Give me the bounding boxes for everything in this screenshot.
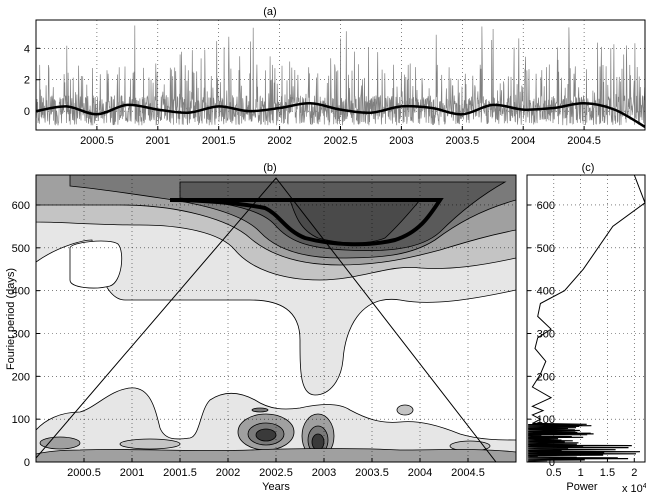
panel-a-x-tick-label: 2003.5: [445, 135, 479, 147]
panel-b-x-tick-label: 2000.5: [67, 467, 101, 479]
panel-b-wavelet-spectrum: (b): [5, 162, 517, 493]
panel-a-x-tick-label: 2001.5: [202, 135, 236, 147]
panel-a-x-ticks: 2000.5 2001 2001.5 2002 2002.5 2003 2003.5 2004…: [80, 126, 601, 147]
panel-a-x-tick-label: 2002: [267, 135, 291, 147]
panel-a-x-tick-label: 2004.5: [567, 135, 601, 147]
panel-c-high-frequency-spikes: [528, 422, 641, 462]
panel-c-y-tick-label: 500: [537, 243, 555, 255]
panel-c-x-axis-label: Power: [566, 481, 598, 493]
panel-a-timeseries: (a) 2000.5 2001 2001.5 2002 2002.5 2003 2003.5…: [24, 6, 646, 147]
panel-c-x-multiplier: x 104: [622, 483, 646, 494]
panel-c-y-tick-label: 400: [537, 286, 555, 298]
panel-b-y-tick-label: 100: [12, 414, 30, 426]
panel-b-x-ticks: 2000.5 2001 2001.5 2002 2002.5 2003 2003.5 2004…: [67, 458, 485, 479]
panel-c-y-ticks: 0 100 200 300 400 500 600: [527, 200, 555, 469]
panel-a-y-tick-label: 2: [24, 75, 30, 87]
panel-a-raw-series: [35, 25, 646, 126]
panel-b-title: (b): [263, 162, 276, 174]
panel-a-y-tick-label: 4: [24, 43, 30, 55]
panel-b-x-tick-label: 2003: [312, 467, 336, 479]
panel-a-x-tick-label: 2000.5: [80, 135, 114, 147]
panel-c-y-tick-label: 200: [537, 371, 555, 383]
panel-b-y-tick-label: 600: [12, 200, 30, 212]
panel-c-y-tick-label: 100: [537, 414, 555, 426]
panel-a-x-tick-label: 2003: [389, 135, 413, 147]
panel-b-x-tick-label: 2002: [216, 467, 240, 479]
cone-of-influence: [36, 177, 497, 462]
panel-a-x-tick-label: 2002.5: [324, 135, 358, 147]
panel-b-grid: [36, 175, 516, 463]
panel-c-x-tick-label: 0.5: [546, 467, 561, 479]
panel-b-x-tick-label: 2004.5: [451, 467, 485, 479]
panel-a-x-tick-label: 2004: [511, 135, 535, 147]
panel-b-y-ticks: 0 100 200 300 400 500 600: [12, 200, 40, 469]
contour-level-1-hole: [69, 240, 123, 289]
panel-a-y-tick-label: 0: [24, 106, 30, 118]
panel-c-y-tick-label: 600: [537, 200, 555, 212]
panel-b-y-tick-label: 400: [12, 286, 30, 298]
panel-b-x-tick-label: 2001.5: [163, 467, 197, 479]
panel-b-y-tick-label: 200: [12, 371, 30, 383]
panel-b-y-tick-label: 0: [24, 457, 30, 469]
panel-c-frame: [526, 174, 646, 463]
panel-c-background: [527, 175, 645, 462]
panel-c-power-line: [531, 174, 646, 424]
panel-c-spikes: [528, 422, 641, 462]
panel-c-x-tick-label: 2: [631, 467, 637, 479]
panel-b-y-tick-label: 300: [12, 328, 30, 340]
panel-c-x-tick-label: 1.5: [600, 467, 615, 479]
panel-b-x-tick-label: 2003.5: [355, 467, 389, 479]
panel-c-x-tick-label: 1: [578, 467, 584, 479]
panel-c-y-tick-label: 300: [537, 328, 555, 340]
panel-b-x-tick-label: 2004: [408, 467, 432, 479]
panel-c-y-tick-label: 0: [549, 457, 555, 469]
panel-a-y-ticks: 0 2 4: [24, 43, 40, 118]
panel-c-title: (c): [582, 162, 595, 174]
panel-a-smoothed-series: [35, 102, 646, 128]
panel-c-x-ticks: 0.5 1 1.5 2: [546, 458, 637, 479]
panel-b-y-axis-label: Fourier period (days): [5, 268, 17, 370]
panel-a-x-tick-label: 2001: [146, 135, 170, 147]
panel-b-x-axis-label: Years: [262, 481, 290, 493]
panel-b-x-tick-label: 2001: [120, 467, 144, 479]
panel-a-raw-line: [35, 25, 646, 126]
panel-c-global-spectrum: (c) 0.5 1 1.5 2 0 100 200 300 400 500 600 Power x…: [526, 162, 646, 494]
panel-b-x-tick-label: 2002.5: [259, 467, 293, 479]
panel-b-y-tick-label: 500: [12, 243, 30, 255]
significance-contour: [169, 198, 444, 247]
panel-a-title: (a): [263, 6, 276, 18]
